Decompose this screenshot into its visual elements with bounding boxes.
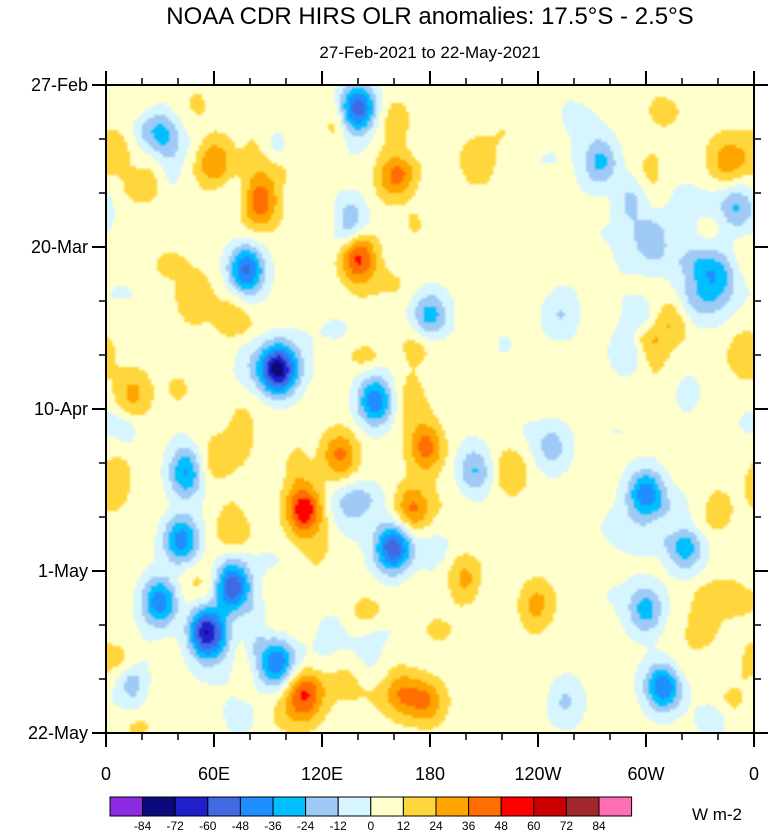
x-tick-label: 120W [514, 764, 561, 784]
colorbar-swatch [337, 796, 372, 817]
colorbar-swatch [468, 796, 502, 817]
colorbar-swatch [305, 796, 339, 817]
colorbar-units: W m-2 [692, 805, 742, 824]
anomaly-heatmap [106, 85, 754, 733]
colorbar-label: -72 [167, 819, 185, 833]
y-tick-label: 27-Feb [31, 75, 88, 95]
colorbar-label: -24 [297, 819, 315, 833]
colorbar-label: 12 [397, 819, 411, 833]
colorbar-label: -12 [330, 819, 348, 833]
colorbar-label: 72 [560, 819, 574, 833]
colorbar-label: -60 [199, 819, 217, 833]
x-tick-label: 0 [749, 764, 759, 784]
x-tick-label: 120E [301, 764, 343, 784]
colorbar-label: 84 [592, 819, 606, 833]
y-tick-label: 10-Apr [34, 399, 88, 419]
colorbar-swatch [565, 796, 600, 817]
x-tick-label: 60E [198, 764, 230, 784]
x-axis: 0 60E 120E 180 120W 60W 0 [101, 71, 759, 784]
colorbar-swatch [142, 796, 176, 817]
colorbar-label: 24 [429, 819, 443, 833]
colorbar-label: 48 [495, 819, 509, 833]
y-tick-label: 22-May [28, 723, 88, 743]
colorbar-label: -84 [134, 819, 152, 833]
x-tick-label: 0 [101, 764, 111, 784]
colorbar-label: -48 [232, 819, 250, 833]
colorbar-swatch [109, 796, 144, 817]
colorbar-label: 0 [367, 819, 374, 833]
x-tick-label: 60W [627, 764, 664, 784]
colorbar-label: 60 [527, 819, 541, 833]
chart-title: NOAA CDR HIRS OLR anomalies: 17.5°S - 2.… [166, 3, 693, 30]
plot-area [105, 84, 755, 734]
y-axis: 27-Feb 20-Mar 10-Apr 1-May 22-May [28, 75, 768, 743]
colorbar-label: 36 [462, 819, 476, 833]
x-tick-label: 180 [415, 764, 445, 784]
colorbar-swatch [207, 796, 241, 817]
colorbar-swatch [272, 796, 307, 817]
colorbar: -84 -72 -60 -48 -36 -24 -12 0 12 24 36 48 60 72 84 [109, 796, 633, 833]
colorbar-swatch [598, 796, 633, 817]
colorbar-swatch [402, 796, 437, 817]
colorbar-swatch [500, 796, 535, 817]
chart-subtitle: 27-Feb-2021 to 22-May-2021 [319, 43, 540, 62]
colorbar-label: -36 [264, 819, 282, 833]
colorbar-swatch [174, 796, 209, 817]
y-tick-label: 20-Mar [31, 237, 88, 257]
colorbar-swatch [370, 796, 404, 817]
colorbar-swatch [533, 796, 567, 817]
colorbar-swatch [239, 796, 274, 817]
colorbar-swatch [435, 796, 470, 817]
y-tick-label: 1-May [38, 561, 88, 581]
